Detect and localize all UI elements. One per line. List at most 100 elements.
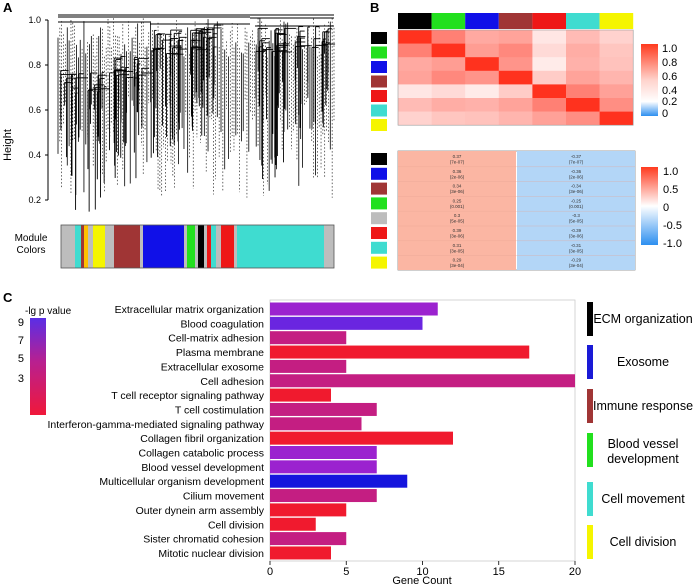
trait-row-pvalue-negative: (2e-06) [569,174,584,179]
colorbar-tick-label: 0.8 [662,57,677,69]
module-trait-negative-column [517,151,635,270]
trait-colorbar-tick-label: 0.5 [663,184,678,196]
dendrogram-y-ticks: 1.0 0.8 0.6 0.4 0.2 [28,15,48,205]
bar-category-label: Sister chromatid cohesion [143,534,264,546]
module-strip-border [60,224,335,269]
trait-colorbar [641,167,658,245]
module-colors-strip [60,224,335,269]
panel-c-label: C [3,290,13,305]
trait-row-correlation-positive: 0.29 [453,258,462,263]
x-tick-label: 15 [493,566,505,578]
group-label: development [607,452,679,466]
heatmap-cell [431,43,466,58]
y-tick-label: 0.8 [28,60,41,70]
heatmap-cell [465,30,500,44]
panel-b: B 1.0 0.8 0.6 0.4 0.2 0 [370,0,682,271]
module-segment-turquoise [237,225,324,268]
heatmap-cell [398,111,432,126]
bar [270,460,377,474]
module-segment-grey [105,225,114,268]
trait-row-pvalue-negative: (3e-05) [569,248,584,253]
heatmap-colorbar-ticks: 1.0 0.8 0.6 0.4 0.2 0 [662,43,677,120]
bar [270,474,408,488]
heatmap-cell [498,43,533,58]
module-segment-yellow-dark [84,225,88,268]
heatmap-cell [398,57,432,72]
heatmap-cell [398,43,432,58]
legend-tick-label: 9 [18,317,24,329]
group-label: Cell movement [601,492,685,506]
module-segment-brown [114,225,140,268]
group-label: Cell division [610,535,677,549]
module-segment-brown [81,225,84,268]
heatmap-cell [431,57,466,72]
module-color-swatch [371,61,387,73]
heatmap-cell [566,43,600,58]
trait-row-correlation-negative: -0.29 [571,258,582,263]
module-color-swatch [498,13,533,29]
group-color-bar [587,345,593,379]
bar [270,345,530,359]
bar-category-label: Collagen fibril organization [140,433,264,445]
heatmap-column-color-bar [398,13,634,29]
bar-category-label: T cell costimulation [175,404,264,416]
colorbar-tick-label: 0.4 [662,85,677,97]
bar-category-label: Cell adhesion [200,376,264,388]
bar-chart-x-axis-label: Gene Count [392,575,451,586]
x-tick-label: 5 [343,566,349,578]
bar-category-label: Interferon-gamma-mediated signaling path… [47,419,264,431]
module-colors-label-line2: Colors [17,245,46,256]
trait-row-pvalue-negative: (5e-05) [569,219,584,224]
trait-row-module-swatch [371,212,387,225]
heatmap-cell [532,111,567,126]
bar [270,316,423,330]
heatmap-cell [431,98,466,112]
trait-row-pvalue-positive: (5e-05) [450,219,465,224]
colorbar-tick-label: 0.2 [662,96,677,108]
trait-row-pvalue-positive: (3e-04) [450,263,465,268]
heatmap-cell [566,98,600,112]
heatmap-cell [398,30,432,44]
heatmap-colorbar [641,44,658,116]
module-segment-red [221,225,234,268]
trait-row-module-swatch [371,256,387,269]
heatmap-cell [566,30,600,44]
heatmap-cell [532,30,567,44]
bar [270,402,377,416]
heatmap-border [397,29,634,126]
bar [270,503,347,517]
heatmap-cell [566,111,600,126]
colorbar-tick-label: 0 [662,108,668,120]
heatmap-cell [566,70,600,85]
module-segment-grey [184,225,187,268]
go-enrichment-bars: Extracellular matrix organization Blood c… [47,302,575,560]
group-label: Blood vessel [608,437,679,451]
bar-category-label: T cell receptor signaling pathway [111,390,264,402]
module-color-swatch [431,13,466,29]
p-value-legend-title: -lg p value [25,306,72,317]
group-color-bar [587,433,593,467]
trait-row-module-swatch [371,227,387,239]
trait-row-correlation-negative: -0.31 [571,243,582,248]
x-tick-label: 10 [416,566,428,578]
bar [270,374,575,388]
module-segment-blue [143,225,184,268]
heatmap-cell [599,98,634,112]
module-segment-grey [234,225,237,268]
trait-row-pvalue-negative: (0.001) [569,204,584,209]
bar-chart-x-axis: 0 5 10 15 20 [267,561,581,578]
trait-row-correlation-positive: 0.37 [453,154,462,159]
colorbar-tick-label: 0.6 [662,71,677,83]
bar [270,446,377,459]
trait-row-correlation-negative: -0.25 [571,198,582,203]
heatmap-cell [599,111,634,126]
bar-category-label: Multicellular organism development [99,476,264,488]
p-value-legend-gradient [30,318,46,415]
group-label: Exosome [617,355,669,369]
heatmap-cell [599,30,634,44]
heatmap-cell [532,57,567,72]
heatmap-cell [431,70,466,85]
heatmap-row-color-bar [371,32,387,131]
heatmap-cell [498,30,533,44]
module-eigengene-adjacency-heatmap [397,29,634,126]
